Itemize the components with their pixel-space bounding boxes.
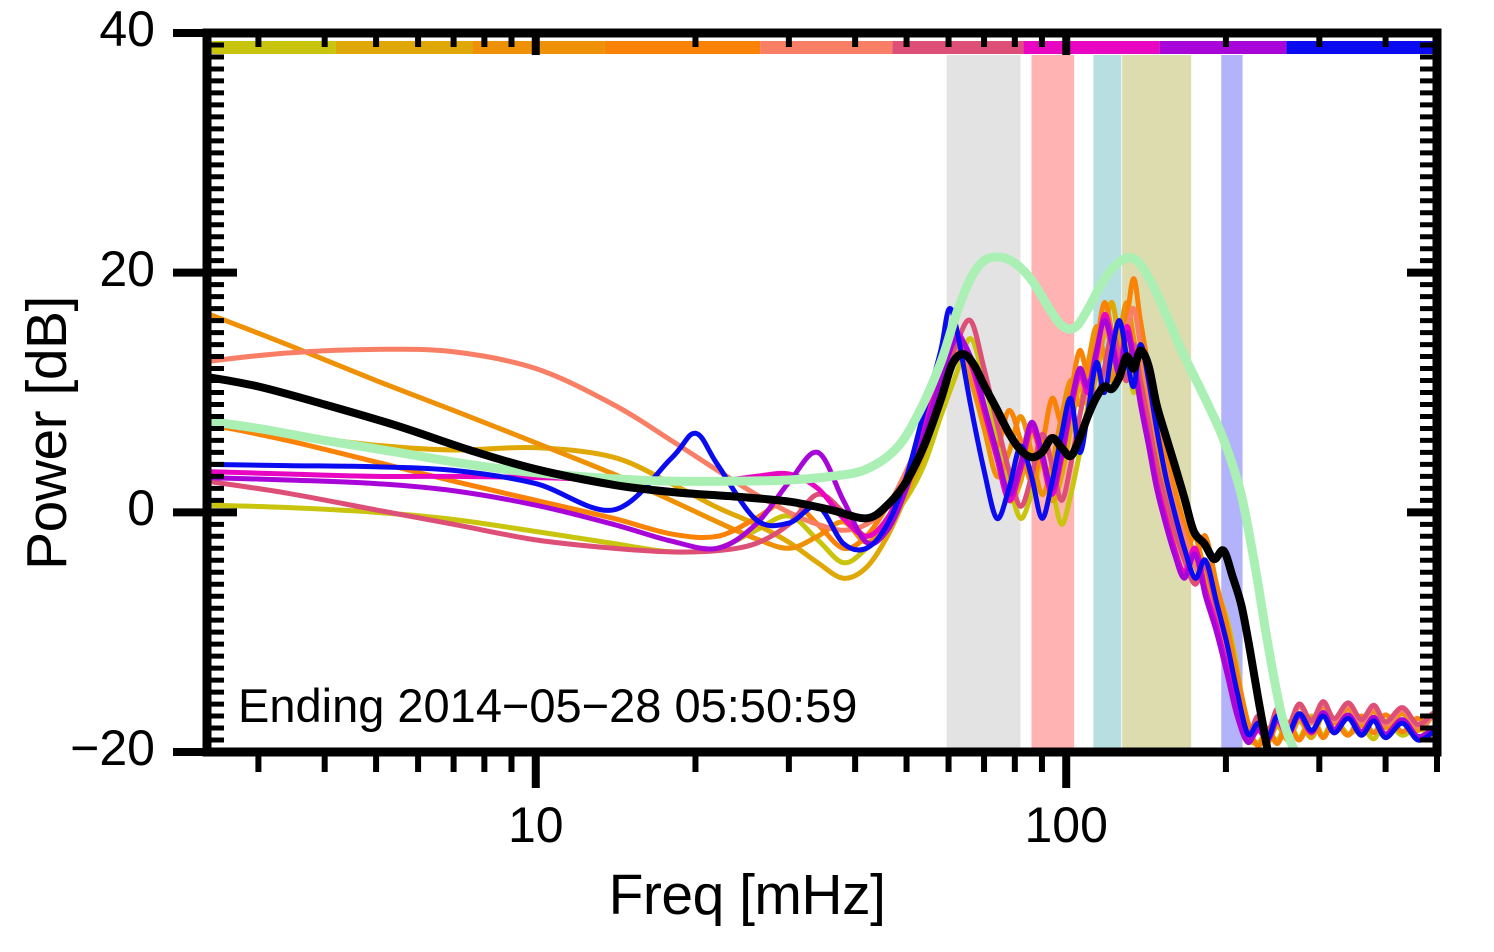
colorbar-segment-0 bbox=[207, 41, 336, 54]
colorbar-segment-5 bbox=[892, 41, 1024, 54]
x-axis-label: Freq [mHz] bbox=[608, 863, 886, 927]
band-lavender bbox=[1221, 55, 1243, 752]
x-tick-label: 100 bbox=[1024, 797, 1108, 853]
y-tick-label: −20 bbox=[70, 720, 155, 776]
colorbar-segment-7 bbox=[1159, 41, 1287, 54]
y-tick-label: 40 bbox=[99, 1, 155, 57]
band-cyan bbox=[1093, 55, 1122, 752]
x-tick-label: 10 bbox=[507, 797, 564, 853]
plot-annotation: Ending 2014−05−28 05:50:59 bbox=[238, 679, 858, 732]
axis-tick-group bbox=[173, 29, 1440, 788]
series-reference-envelope bbox=[202, 252, 1300, 757]
colorbar-segment-3 bbox=[604, 41, 761, 54]
series-mean-spectrum bbox=[203, 346, 1272, 756]
colorbar-segment-1 bbox=[335, 41, 473, 54]
series-spectrum-orange bbox=[204, 276, 1435, 749]
colorbar-segment-4 bbox=[760, 41, 893, 54]
colorbar-segment-6 bbox=[1023, 41, 1160, 54]
shaded-band-group bbox=[946, 55, 1243, 752]
y-tick-label: 0 bbox=[127, 480, 155, 537]
y-tick-label: 20 bbox=[99, 240, 155, 297]
time-colorbar bbox=[207, 41, 1437, 54]
colorbar-segment-8 bbox=[1286, 41, 1437, 54]
spectra-group bbox=[202, 252, 1435, 757]
